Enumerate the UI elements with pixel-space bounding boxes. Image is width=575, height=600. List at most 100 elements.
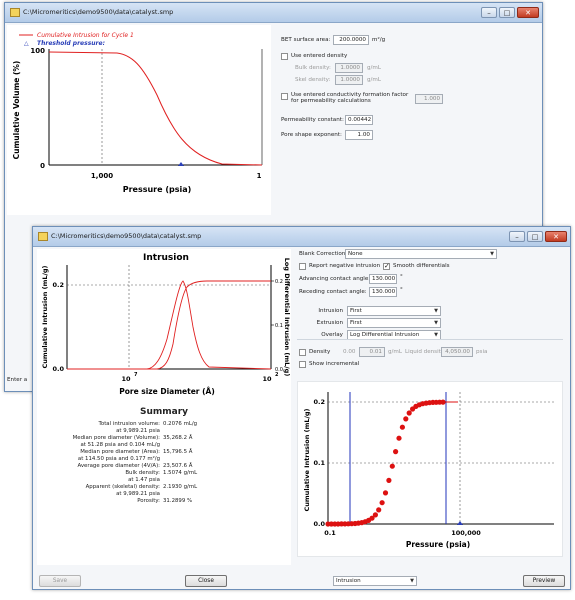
summary-label: Median pore diameter (Volume): <box>72 435 160 441</box>
data-point <box>393 449 399 455</box>
bulk-density-input[interactable]: 1.0000 <box>335 63 363 73</box>
pressure-ytick-bottom: 0.0 <box>313 520 325 528</box>
minimize-button[interactable]: – <box>509 231 525 242</box>
receding-angle-input[interactable]: 130.000 <box>369 287 397 297</box>
legend-label-threshold: Threshold pressure: <box>37 40 105 47</box>
folder-icon <box>38 232 48 241</box>
data-point <box>389 463 395 469</box>
show-incremental-checkbox[interactable] <box>299 361 306 368</box>
back-window-titlebar[interactable]: C:\Micromeritics\demo9500\data\catalyst.… <box>5 3 542 23</box>
close-button-bottom[interactable]: Close <box>185 575 227 587</box>
intrusion-ylabel: Cumulative Intrusion (mL/g) <box>41 265 49 368</box>
summary-value: at 9,989.21 psia <box>116 491 160 497</box>
report-type-value: Intrusion <box>336 578 361 584</box>
show-incremental-label: Show incremental <box>309 361 360 367</box>
summary-label: Porosity: <box>137 498 160 504</box>
conductivity-checkbox[interactable] <box>281 93 288 100</box>
summary-value: 31.2899 % <box>163 498 193 504</box>
back-chart: Cumulative Intrusion for Cycle 1 △ Thres… <box>12 32 263 194</box>
minimize-icon: – <box>515 233 519 241</box>
extrusion-select[interactable]: First ▼ <box>347 318 441 328</box>
maximize-icon: □ <box>531 233 539 241</box>
bet-label: BET surface area: <box>281 37 331 43</box>
summary-value: 23,507.6 Å <box>163 463 193 469</box>
summary-value: at 1.47 psia <box>128 477 160 483</box>
data-point <box>403 416 409 422</box>
summary-label: Average pore diameter (4V/A): <box>77 463 161 469</box>
use-density-checkbox[interactable] <box>281 53 288 60</box>
conductivity-input[interactable]: 1.000 <box>415 94 443 104</box>
pore-shape-input[interactable]: 1.00 <box>345 130 373 140</box>
smooth-differentials-label: Smooth differentials <box>393 263 450 269</box>
back-chart-intrusion-curve <box>48 51 263 166</box>
receding-angle-unit: ° <box>400 287 403 293</box>
threshold-marker <box>178 162 184 166</box>
intrusion-select-label: Intrusion <box>318 308 343 314</box>
data-point <box>376 507 382 513</box>
back-chart-xlabel: Pressure (psia) <box>123 185 192 194</box>
minimize-button[interactable]: – <box>481 7 497 18</box>
overlay-select-value: Log Differential Intrusion <box>350 332 420 338</box>
summary-title: Summary <box>139 407 189 417</box>
data-point <box>440 399 446 405</box>
intrusion-xtick-right-exp: 2 <box>275 372 279 378</box>
density-unit-1: g/mL <box>388 349 403 355</box>
smooth-differentials-checkbox[interactable] <box>383 262 390 270</box>
back-status-text: Enter a <box>7 377 28 383</box>
skel-density-input[interactable]: 1.0000 <box>335 75 363 85</box>
intrusion-select[interactable]: First ▼ <box>347 306 441 316</box>
save-button[interactable]: Save <box>39 575 81 587</box>
preview-button[interactable]: Preview <box>523 575 565 587</box>
advancing-angle-input[interactable]: 130.000 <box>369 274 397 284</box>
close-icon: ✕ <box>553 233 559 241</box>
report-type-select[interactable]: Intrusion ▼ <box>333 576 417 586</box>
permeability-input[interactable]: 0.00442 <box>345 115 373 125</box>
advancing-angle-label: Advancing contact angle: <box>299 276 371 282</box>
density-input-1[interactable]: 0.01 <box>359 347 385 357</box>
bet-input[interactable]: 200.0000 <box>333 35 369 45</box>
intrusion-chart-title: Intrusion <box>143 253 189 263</box>
intrusion-select-value: First <box>350 308 362 314</box>
close-button[interactable]: ✕ <box>545 231 567 242</box>
summary-label: Apparent (skeletal) density: <box>85 484 160 490</box>
blank-correction-select[interactable]: None ▼ <box>345 249 497 259</box>
chevron-down-icon: ▼ <box>434 308 438 314</box>
maximize-button[interactable]: □ <box>499 7 515 18</box>
extrusion-select-value: First <box>350 320 362 326</box>
density-input-2[interactable]: 4,050.00 <box>441 347 473 357</box>
threshold-triangle-icon: △ <box>24 40 29 47</box>
cumulative-intrusion-curve <box>67 280 271 370</box>
pressure-chart-panel: 0.2 0.1 0.0 0.1 100,000 Pressure (psia) … <box>297 381 563 557</box>
intrusion-xtick-left: 10 <box>121 375 131 383</box>
summary-value: at 9,989.21 psia <box>116 428 160 434</box>
intrusion-chart: Intrusion 0.2 0.0 0.2 0.1 0.0 10 7 10 2 … <box>41 253 291 396</box>
intrusion-panel: Intrusion 0.2 0.0 0.2 0.1 0.0 10 7 10 2 … <box>37 249 291 565</box>
data-point <box>379 500 385 506</box>
back-chart-panel: Cumulative Intrusion for Cycle 1 △ Thres… <box>7 25 271 215</box>
summary-label: Median pore diameter (Area): <box>80 449 160 455</box>
maximize-icon: □ <box>503 9 511 17</box>
report-negative-checkbox[interactable] <box>299 263 306 270</box>
back-window-title: C:\Micromeritics\demo9500\data\catalyst.… <box>23 8 174 16</box>
settings-divider <box>297 339 563 340</box>
density-checkbox[interactable] <box>299 349 306 356</box>
front-window-titlebar[interactable]: C:\Micromeritics\demo9500\data\catalyst.… <box>33 227 570 247</box>
pressure-ylabel: Cumulative Intrusion (mL/g) <box>303 408 311 511</box>
pressure-ytick-mid: 0.1 <box>313 459 325 467</box>
pressure-threshold-marker <box>457 521 463 525</box>
summary-value: 0.2076 mL/g <box>163 421 198 427</box>
use-density-label: Use entered density <box>291 53 348 59</box>
summary-value: 2.1930 g/mL <box>163 484 198 490</box>
pressure-ytick-top: 0.2 <box>313 398 325 406</box>
back-chart-ytick-bottom: 0 <box>40 162 45 170</box>
front-window[interactable]: C:\Micromeritics\demo9500\data\catalyst.… <box>32 226 571 590</box>
pressure-xtick-left: 0.1 <box>324 529 336 537</box>
density-label: Density <box>309 349 331 355</box>
maximize-button[interactable]: □ <box>527 231 543 242</box>
close-button[interactable]: ✕ <box>517 7 539 18</box>
intrusion-y2tick-mid: 0.1 <box>275 323 283 329</box>
summary-value: at 51.28 psia and 0.104 mL/g <box>80 442 160 448</box>
receding-angle-label: Receding contact angle: <box>299 289 367 295</box>
minimize-icon: – <box>487 9 491 17</box>
data-point <box>372 512 378 518</box>
